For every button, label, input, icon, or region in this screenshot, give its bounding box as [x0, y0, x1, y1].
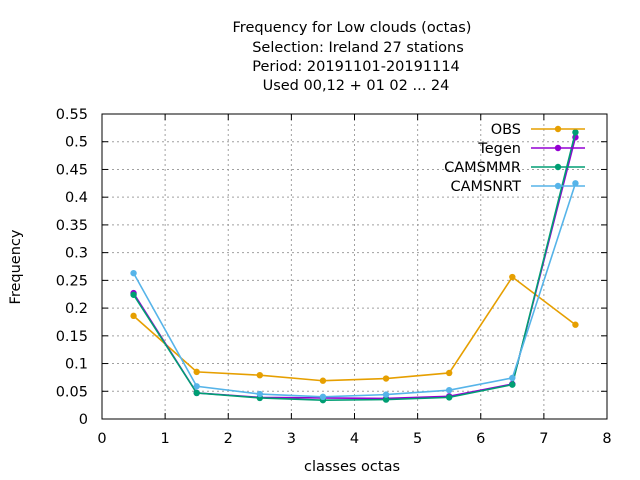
series-camsnrt: [130, 180, 579, 401]
legend-swatch-marker: [554, 163, 562, 171]
legend-swatch-marker: [554, 125, 562, 133]
y-tick-label: 0.1: [65, 357, 88, 373]
data-point: [256, 371, 264, 379]
grid-lines: [102, 114, 607, 419]
legend-swatch-marker: [554, 182, 562, 190]
data-point: [193, 389, 200, 397]
y-tick-label: 0.3: [65, 246, 88, 262]
data-point: [193, 368, 200, 376]
x-tick-label: 5: [413, 431, 422, 447]
y-tick-label: 0.45: [56, 162, 88, 178]
data-point: [382, 396, 390, 403]
legend-label: Tegen: [477, 141, 521, 157]
y-axis-label: Frequency: [8, 229, 24, 304]
x-axis-ticks: 0 1 2 3 4 5 6 7 8: [97, 114, 612, 447]
x-axis-label: classes octas: [304, 459, 400, 475]
plot-frame: [101, 113, 608, 420]
y-tick-label: 0.5: [65, 135, 88, 151]
data-point: [445, 369, 453, 377]
series-line: [133, 275, 576, 382]
legend-swatch-marker: [554, 144, 562, 152]
legend-label: CAMSMMR: [444, 160, 521, 176]
legend-label: OBS: [491, 122, 521, 138]
y-tick-label: 0.2: [65, 301, 88, 317]
data-point: [509, 374, 516, 382]
series-lines: [130, 129, 579, 404]
data-point: [130, 291, 137, 298]
y-tick-label: 0.25: [56, 273, 88, 289]
data-point: [445, 394, 453, 401]
y-tick-label: 0: [79, 412, 88, 428]
data-point: [193, 383, 200, 390]
title-line-2: Selection: Ireland 27 stations: [252, 40, 464, 56]
data-point: [130, 269, 137, 277]
chart-title: Frequency for Low clouds (octas) Selecti…: [233, 20, 472, 94]
x-tick-label: 2: [224, 431, 233, 447]
data-point: [509, 381, 516, 388]
x-tick-label: 7: [539, 431, 548, 447]
x-tick-label: 1: [161, 431, 170, 447]
series-obs: [130, 273, 579, 384]
y-tick-label: 0.55: [56, 107, 88, 123]
y-axis-ticks: 0 0.05 0.1 0.15 0.2 0.25 0.3 0.35 0.4 0.45 0.5 0.55: [56, 107, 607, 428]
y-tick-label: 0.05: [56, 384, 88, 400]
legend: OBS Tegen CAMSMMR CAMSNRT: [444, 122, 585, 195]
x-tick-label: 8: [602, 431, 611, 447]
data-point: [319, 393, 327, 401]
series-line: [132, 183, 577, 398]
y-tick-label: 0.15: [56, 329, 88, 345]
data-point: [445, 386, 453, 394]
x-tick-label: 3: [287, 431, 296, 447]
data-point: [256, 390, 264, 398]
data-point: [382, 391, 390, 398]
data-point: [509, 273, 516, 281]
title-line-1: Frequency for Low clouds (octas): [233, 20, 472, 36]
x-tick-label: 6: [476, 431, 485, 447]
y-tick-label: 0.4: [65, 190, 88, 206]
y-tick-label: 0.35: [56, 218, 88, 234]
x-tick-label: 4: [350, 431, 359, 447]
series-line: [132, 132, 577, 401]
data-point: [319, 377, 327, 384]
title-line-3: Period: 20191101-20191114: [252, 59, 460, 75]
data-point: [572, 180, 579, 187]
legend-label: CAMSNRT: [451, 179, 522, 195]
data-point: [572, 129, 579, 136]
data-point: [382, 375, 390, 382]
title-line-4: Used 00,12 + 01 02 ... 24: [263, 78, 450, 94]
data-point: [572, 321, 579, 328]
data-point: [130, 312, 137, 320]
x-tick-label: 0: [97, 431, 106, 447]
